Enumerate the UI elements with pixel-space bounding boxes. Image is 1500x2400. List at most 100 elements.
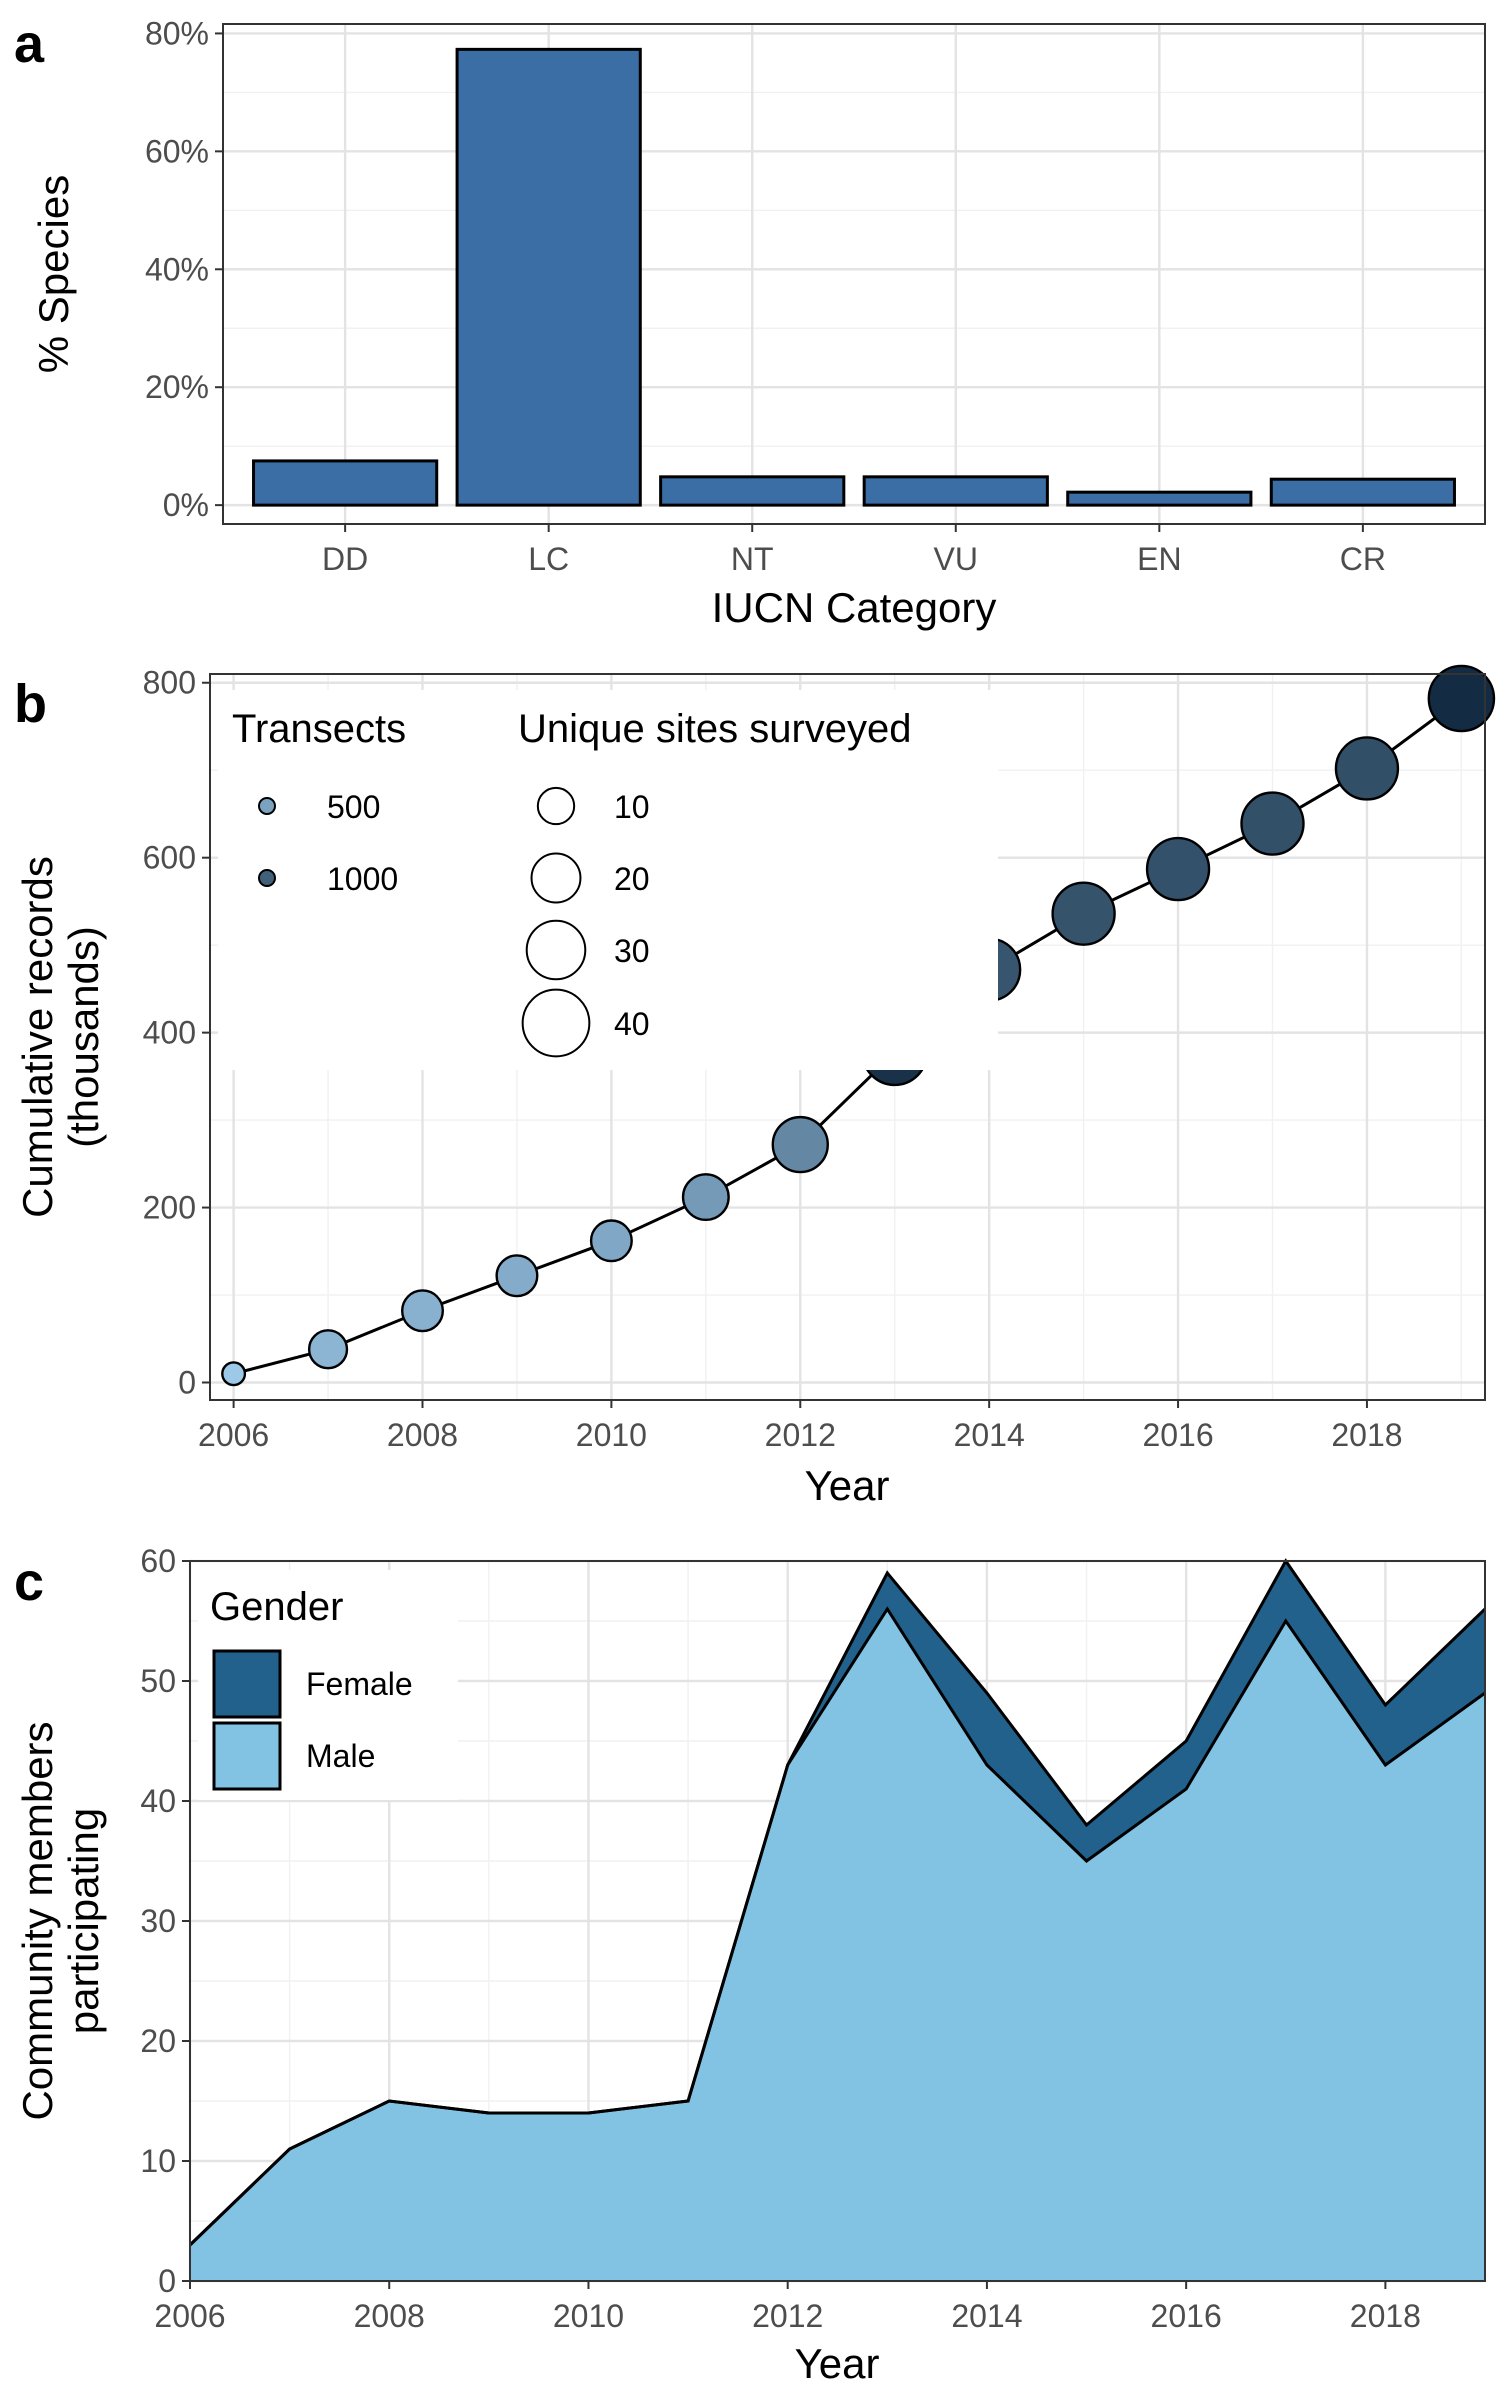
point-2010 [589, 1219, 633, 1263]
point-2016 [1145, 836, 1211, 902]
panel-b-x-tick-label: 2006 [198, 1417, 269, 1453]
panel-b-y-tick-label: 200 [143, 1190, 196, 1226]
point-2015 [1051, 881, 1116, 946]
panel-b-y-tick-label: 600 [143, 840, 196, 876]
legend-sites-label-20: 20 [614, 861, 650, 897]
legend-transects-label-500: 500 [327, 789, 380, 825]
panel-a-y-tick-label: 0% [163, 487, 209, 523]
panel-c-x-axis: 2006 2008 2010 2012 2014 2016 2018 [154, 2281, 1421, 2334]
panel-c-y-tick-label: 60 [140, 1543, 176, 1579]
panel-c-x-tick-label: 2014 [951, 2298, 1022, 2334]
panel-a-x-axis: DD LC NT VU EN CR [322, 524, 1386, 577]
panel-a-y-tick-label: 20% [145, 369, 209, 405]
panel-c-x-tick-label: 2016 [1151, 2298, 1222, 2334]
panel-a-x-tick-label: CR [1340, 541, 1386, 577]
panel-b-x-tick-label: 2018 [1331, 1417, 1402, 1453]
panel-a-bars [252, 47, 1456, 507]
panel-c-legend: Gender Female Male [198, 1570, 458, 1800]
panel-b-y-tick-label: 0 [178, 1365, 196, 1401]
panel-c-y-tick-label: 0 [158, 2263, 176, 2299]
panel-b-letter: b [14, 674, 47, 734]
bar-vu [862, 475, 1049, 507]
panel-c-y-tick-label: 10 [140, 2143, 176, 2179]
legend-sites-key-40 [521, 988, 591, 1058]
panel-a-y-axis: 0% 20% 40% 60% 80% [145, 15, 223, 523]
panel-a-y-axis-title: % Species [30, 175, 77, 373]
panel-c-participation-chart: c 0 10 20 30 40 50 60 2006 2008 2010 2012 2014 2016… [14, 1543, 1487, 2387]
bar-en [1066, 490, 1253, 507]
legend-gender-title: Gender [210, 1585, 343, 1629]
bar-dd [252, 459, 439, 507]
panel-a-y-tick-label: 40% [145, 251, 209, 287]
panel-a-y-tick-label: 80% [145, 15, 209, 51]
bar-cr [1269, 477, 1456, 507]
panel-a-letter: a [14, 14, 45, 74]
panel-b-legend-background [218, 690, 998, 1070]
panel-b-x-tick-label: 2012 [765, 1417, 836, 1453]
bar-lc [455, 47, 642, 507]
point-2008 [400, 1289, 445, 1333]
panel-b-x-axis: 2006 2008 2010 2012 2014 2016 2018 [198, 1400, 1403, 1453]
panel-c-letter: c [14, 1552, 44, 1612]
panel-b-x-tick-label: 2014 [954, 1417, 1025, 1453]
legend-gender-key-male [212, 1721, 282, 1791]
panel-b-border [209, 673, 1486, 1401]
panel-b-y-axis-title-line2: (thousands) [60, 926, 107, 1148]
legend-gender-key-female [212, 1649, 282, 1719]
panel-a-grid [223, 24, 1485, 524]
panel-b-legend: Transects 500 1000 Unique sites surveyed… [218, 690, 998, 1070]
point-2006 [221, 1361, 247, 1387]
panel-b-y-tick-label: 400 [143, 1015, 196, 1051]
legend-sites-key-30 [525, 919, 587, 981]
panel-c-y-tick-label: 30 [140, 1903, 176, 1939]
legend-gender-label-male: Male [306, 1738, 375, 1774]
legend-sites-label-40: 40 [614, 1006, 650, 1042]
panel-b-x-tick-label: 2016 [1142, 1417, 1213, 1453]
panel-c-x-tick-label: 2018 [1350, 2298, 1421, 2334]
point-2019 [1427, 664, 1496, 733]
legend-sites-key-20 [530, 852, 582, 904]
panel-c-y-tick-label: 20 [140, 2023, 176, 2059]
panel-a-x-tick-label: LC [528, 541, 569, 577]
panel-a-x-tick-label: NT [731, 541, 774, 577]
legend-gender-label-female: Female [306, 1666, 413, 1702]
panel-a-x-tick-label: DD [322, 541, 368, 577]
point-2018 [1334, 736, 1400, 801]
legend-sites-key-10 [536, 786, 576, 826]
legend-transects-label-1000: 1000 [327, 861, 398, 897]
panel-c-x-axis-title: Year [795, 2340, 880, 2387]
panel-c-x-tick-label: 2012 [752, 2298, 823, 2334]
point-2012 [771, 1115, 829, 1174]
panel-c-x-tick-label: 2010 [553, 2298, 624, 2334]
point-2007 [307, 1329, 349, 1370]
panel-b-y-axis: 0 200 400 600 800 [143, 665, 210, 1401]
legend-transects-key-1000 [258, 869, 276, 887]
legend-sites-title: Unique sites surveyed [518, 707, 912, 751]
panel-c-y-axis-title-line2: participating [60, 1808, 107, 2034]
legend-transects-key-500 [258, 797, 276, 815]
panel-b-y-axis-title-line1: Cumulative records [14, 856, 61, 1218]
point-2011 [681, 1173, 730, 1222]
panel-b-x-axis-title: Year [805, 1462, 890, 1509]
panel-a-bar-chart: a 0%20%40%60%80% DD LC NT VU EN CR % Species … [14, 14, 1486, 631]
panel-a-y-tick-label: 60% [145, 133, 209, 169]
panel-b-x-tick-label: 2008 [387, 1417, 458, 1453]
bar-nt [659, 475, 846, 507]
panel-c-y-axis-title-line1: Community members [14, 1721, 61, 2120]
panel-c-y-axis: 0 10 20 30 40 50 60 [140, 1543, 190, 2299]
panel-c-y-tick-label: 40 [140, 1783, 176, 1819]
panel-a-border [222, 23, 1486, 525]
panel-c-x-tick-label: 2006 [154, 2298, 225, 2334]
panel-a-x-tick-label: VU [934, 541, 978, 577]
panel-c-y-tick-label: 50 [140, 1663, 176, 1699]
legend-transects-title: Transects [232, 707, 406, 751]
point-2017 [1240, 791, 1305, 856]
point-2009 [495, 1254, 539, 1298]
panel-a-x-tick-label: EN [1137, 541, 1181, 577]
panel-c-x-tick-label: 2008 [354, 2298, 425, 2334]
panel-a-x-axis-title: IUCN Category [712, 584, 997, 631]
panel-b-x-tick-label: 2010 [576, 1417, 647, 1453]
legend-sites-label-30: 30 [614, 933, 650, 969]
